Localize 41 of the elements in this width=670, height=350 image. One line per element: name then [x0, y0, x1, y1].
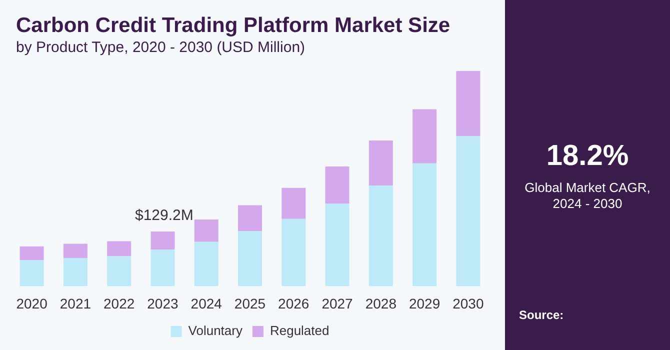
- bar: [63, 244, 88, 258]
- legend-label: Voluntary: [188, 323, 243, 338]
- x-tick-label: 2024: [190, 295, 222, 312]
- bar: [282, 218, 306, 286]
- bar: [456, 71, 480, 136]
- chart-title: Carbon Credit Trading Platform Market Size: [16, 14, 450, 38]
- bar: [194, 219, 218, 242]
- x-tick-label: 2027: [322, 295, 354, 312]
- x-tick-label: 2020: [16, 295, 48, 312]
- bar: [412, 163, 437, 286]
- x-tick-label: 2026: [278, 295, 310, 312]
- bar: [107, 256, 132, 286]
- bar: [20, 260, 44, 286]
- bar: [282, 188, 306, 219]
- x-tick-label: 2022: [104, 295, 135, 312]
- legend-label: Regulated: [270, 323, 330, 338]
- text: 18.2%: [545, 140, 630, 173]
- bar: [107, 241, 132, 256]
- bar: [238, 205, 262, 232]
- bar: [368, 185, 393, 286]
- x-tick-label: 2029: [408, 295, 440, 312]
- bar: [412, 109, 437, 164]
- text: Global Market CAGR, 2024 - 2030: [524, 180, 652, 212]
- chart-subtitle: by Product Type, 2020 - 2030 (USD Million): [16, 39, 306, 56]
- bar: [150, 250, 175, 286]
- x-tick-label: 2028: [365, 295, 397, 312]
- x-tick-label: 2030: [452, 295, 484, 312]
- bar: [238, 231, 262, 286]
- bar: [194, 242, 218, 286]
- annotation: $129.2M: [135, 207, 194, 224]
- bar: [20, 246, 44, 260]
- bar: [325, 204, 350, 286]
- bar: [456, 136, 480, 286]
- x-tick-label: 2023: [147, 295, 179, 312]
- bar: [325, 166, 350, 204]
- bar: [150, 232, 175, 250]
- x-tick-label: 2021: [60, 295, 92, 312]
- x-tick-label: 2025: [234, 295, 266, 312]
- bar: [368, 140, 393, 186]
- source-note: Source:: [519, 308, 564, 322]
- bar: [63, 258, 88, 286]
